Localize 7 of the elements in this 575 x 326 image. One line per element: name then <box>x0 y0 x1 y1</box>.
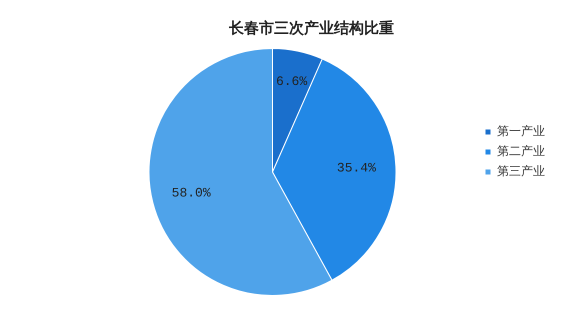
chart-title: 长春市三次产业结构比重 <box>228 18 394 37</box>
legend-label: 第二产业 <box>497 144 545 158</box>
legend-label: 第三产业 <box>497 164 545 178</box>
data-label: 6.6% <box>276 74 308 89</box>
data-label: 58.0% <box>172 185 211 200</box>
legend-label: 第一产业 <box>497 124 545 138</box>
data-label: 35.4% <box>336 160 376 176</box>
